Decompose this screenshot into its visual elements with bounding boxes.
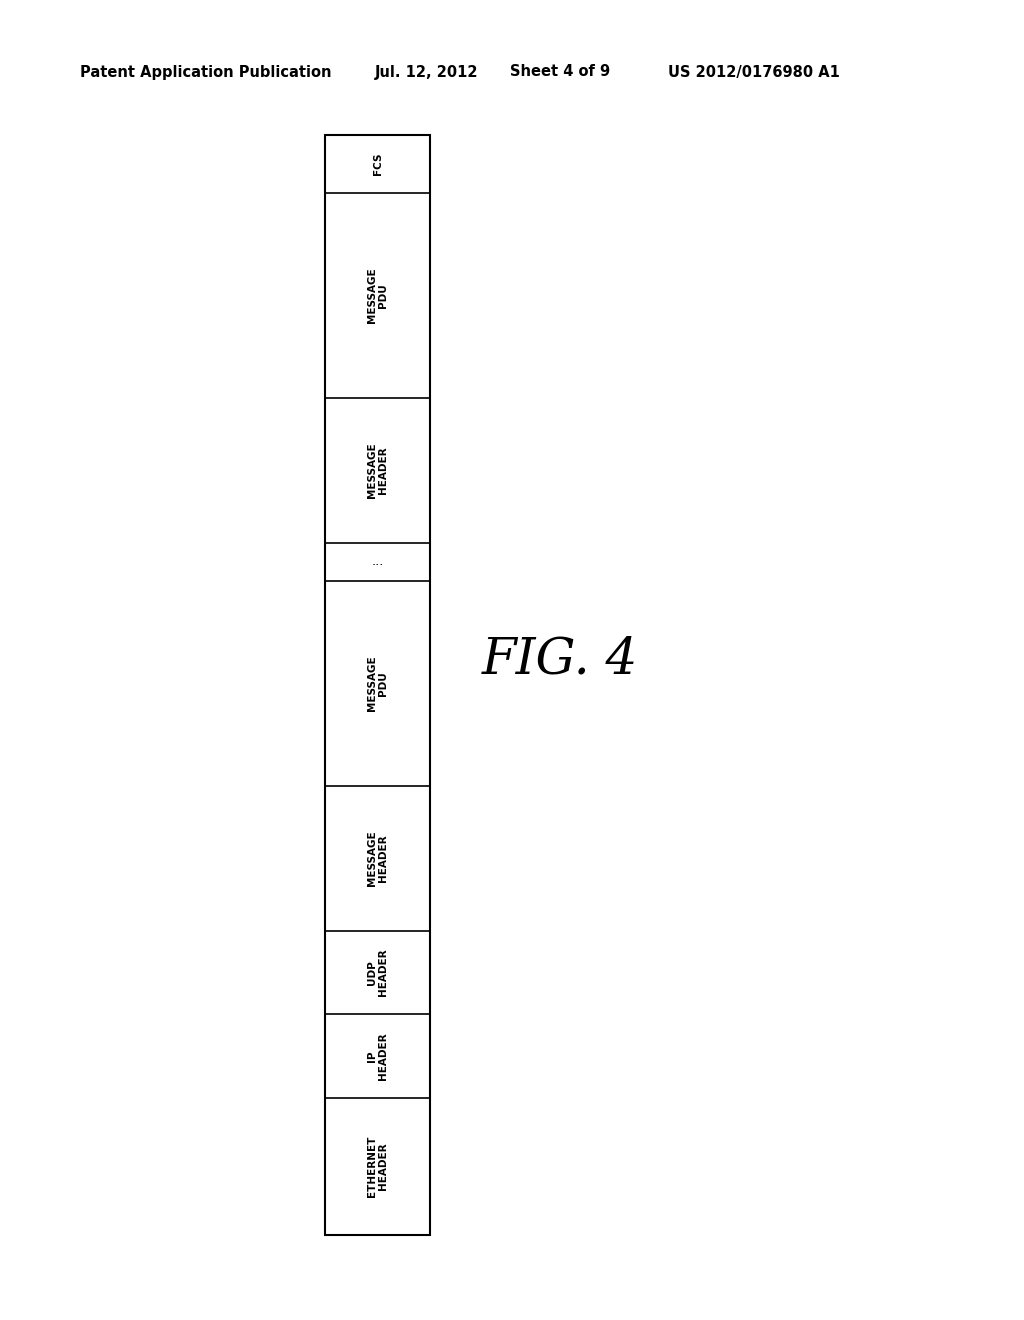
Bar [325, 135, 430, 1236]
Text: FIG. 4: FIG. 4 [482, 635, 638, 685]
Text: MESSAGE
PDU: MESSAGE PDU [367, 656, 388, 711]
Text: FCS: FCS [373, 153, 383, 176]
Text: ...: ... [372, 556, 384, 569]
Text: US 2012/0176980 A1: US 2012/0176980 A1 [668, 65, 840, 79]
Text: ETHERNET
HEADER: ETHERNET HEADER [367, 1135, 388, 1197]
Text: MESSAGE
HEADER: MESSAGE HEADER [367, 830, 388, 886]
Text: Patent Application Publication: Patent Application Publication [80, 65, 332, 79]
Text: Jul. 12, 2012: Jul. 12, 2012 [375, 65, 478, 79]
Text: Sheet 4 of 9: Sheet 4 of 9 [510, 65, 610, 79]
Text: IP
HEADER: IP HEADER [367, 1032, 388, 1080]
Text: UDP
HEADER: UDP HEADER [367, 949, 388, 997]
Text: MESSAGE
PDU: MESSAGE PDU [367, 268, 388, 323]
Text: MESSAGE
HEADER: MESSAGE HEADER [367, 442, 388, 498]
